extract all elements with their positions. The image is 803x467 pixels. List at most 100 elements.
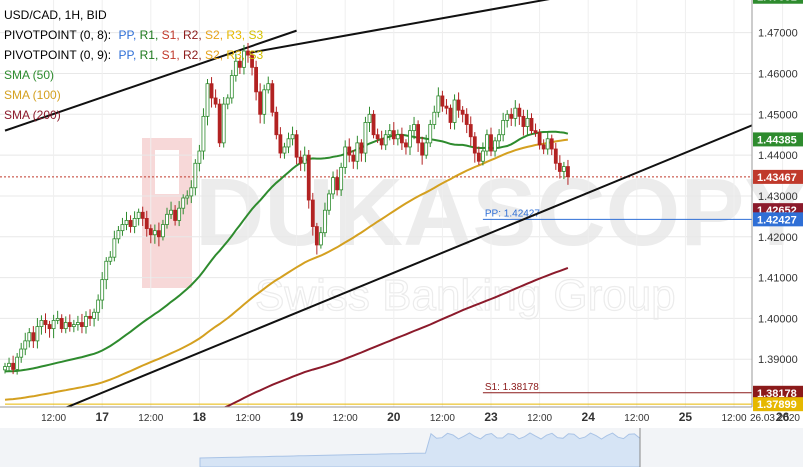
- candle-body: [124, 220, 129, 225]
- y-tick-label: 1.42000: [758, 232, 798, 244]
- candle-body: [363, 122, 368, 154]
- candle-body: [144, 218, 149, 230]
- candle-body: [246, 50, 250, 56]
- x-tick-label: 12:00: [235, 413, 260, 424]
- candle-body: [517, 107, 522, 117]
- candle-body: [331, 177, 335, 195]
- price-tag-label: 1.42427: [757, 214, 797, 226]
- candle-body: [23, 340, 28, 350]
- candle-body: [452, 99, 457, 123]
- candle-body: [428, 124, 433, 144]
- price-tag[interactable]: 1.42427: [753, 212, 803, 227]
- candle-body: [436, 95, 441, 113]
- legend-pivot-2-r1: R1,: [139, 48, 159, 62]
- candle-body: [15, 356, 20, 370]
- date-label: 26.03.2020: [750, 413, 800, 424]
- candle-body: [3, 366, 7, 371]
- candle-body: [221, 103, 226, 144]
- candle-body: [274, 111, 279, 136]
- candle-body: [67, 322, 72, 327]
- legend-sma-100[interactable]: SMA (100): [4, 88, 61, 102]
- candle-body: [233, 60, 238, 76]
- candle-body: [359, 142, 364, 154]
- x-tick-label: 25: [679, 410, 693, 424]
- candle-body: [185, 195, 190, 199]
- candle-body: [408, 130, 412, 148]
- candle-body: [266, 83, 271, 91]
- watermark-logo-cross: [155, 150, 179, 194]
- candle-body: [116, 230, 121, 240]
- candle-body: [7, 362, 11, 367]
- legend-sma-50[interactable]: SMA (50): [4, 68, 55, 82]
- price-tag-label: 1.44385: [757, 134, 797, 146]
- price-tag[interactable]: 1.43467: [753, 169, 803, 184]
- legend-pivot-2-s3: S3: [248, 48, 264, 62]
- candle-body: [497, 134, 502, 142]
- legend-pivot-2-r3: R3,: [226, 48, 246, 62]
- legend-pivot-2-pp: PP,: [118, 48, 137, 62]
- candle-body: [217, 103, 222, 144]
- legend-pivot-1-pp: PP,: [118, 28, 137, 42]
- candle-body: [525, 117, 530, 127]
- candle-body: [310, 199, 315, 227]
- price-tag[interactable]: 1.38178: [753, 385, 803, 400]
- candle-body: [262, 89, 267, 115]
- legend-pivot-1-r2: R2,: [183, 28, 202, 42]
- price-tag-background: [753, 132, 803, 147]
- candle-body: [225, 97, 230, 105]
- candle-body: [100, 279, 105, 301]
- legend-pivot-2-s1: S1,: [161, 48, 180, 62]
- candle-body: [27, 332, 32, 342]
- x-tick-label: 17: [96, 410, 110, 424]
- y-tick-label: 1.43000: [758, 191, 798, 203]
- candle-body: [254, 66, 259, 93]
- candle-body: [286, 138, 291, 148]
- candle-body: [76, 322, 80, 325]
- candle-body: [347, 146, 352, 156]
- candle-body: [404, 142, 408, 148]
- candle-body: [31, 332, 36, 342]
- legend-sma-200[interactable]: SMA (200): [4, 108, 61, 122]
- candle-body: [55, 318, 60, 321]
- candle-body: [120, 224, 125, 232]
- candle-body: [493, 140, 497, 152]
- price-tag[interactable]: 1.47881: [753, 0, 803, 4]
- y-tick-label: 1.45000: [758, 109, 798, 121]
- price-tag-label: 1.43467: [757, 172, 797, 184]
- candle-body: [318, 232, 323, 246]
- x-tick-label: 12:00: [333, 413, 358, 424]
- trendline[interactable]: [247, 0, 613, 55]
- x-tick-label: 18: [193, 410, 207, 424]
- candle-body: [327, 193, 331, 211]
- legend-pivot-2-name: PIVOTPOINT (0, 9):: [4, 48, 112, 62]
- candle-body: [39, 320, 44, 327]
- candle-body: [533, 130, 538, 134]
- candle-body: [258, 91, 263, 115]
- legend-pivot-1-r1: R1,: [139, 28, 159, 42]
- price-tag[interactable]: 1.44385: [753, 132, 803, 147]
- candle-body: [278, 134, 283, 154]
- candle-body: [464, 113, 469, 125]
- candle-body: [169, 209, 173, 215]
- candle-body: [335, 177, 340, 191]
- candle-body: [11, 362, 16, 370]
- x-tick-label: 20: [387, 410, 401, 424]
- sma-200-line: [223, 266, 569, 407]
- candle-body: [395, 134, 400, 140]
- x-tick-label: 12:00: [527, 413, 552, 424]
- legend-pivot-1-r3: R3,: [226, 28, 246, 42]
- y-tick-label: 1.41000: [758, 273, 798, 285]
- legend-pivot-2[interactable]: PIVOTPOINT (0, 9): PP, R1, S1, R2, S2, R…: [4, 48, 263, 68]
- candle-body: [456, 99, 461, 111]
- candle-body: [189, 187, 194, 197]
- candle-body: [505, 113, 510, 121]
- price-tag[interactable]: 1.37899: [753, 397, 803, 412]
- candle-body: [420, 142, 425, 156]
- candle-body: [460, 109, 465, 115]
- x-tick-label: 24: [582, 410, 596, 424]
- candle-body: [306, 154, 311, 201]
- candle-body: [566, 166, 570, 178]
- trendline[interactable]: [5, 109, 791, 432]
- legend-pivot-1[interactable]: PIVOTPOINT (0, 8): PP, R1, S1, R2, S2, R…: [4, 28, 263, 48]
